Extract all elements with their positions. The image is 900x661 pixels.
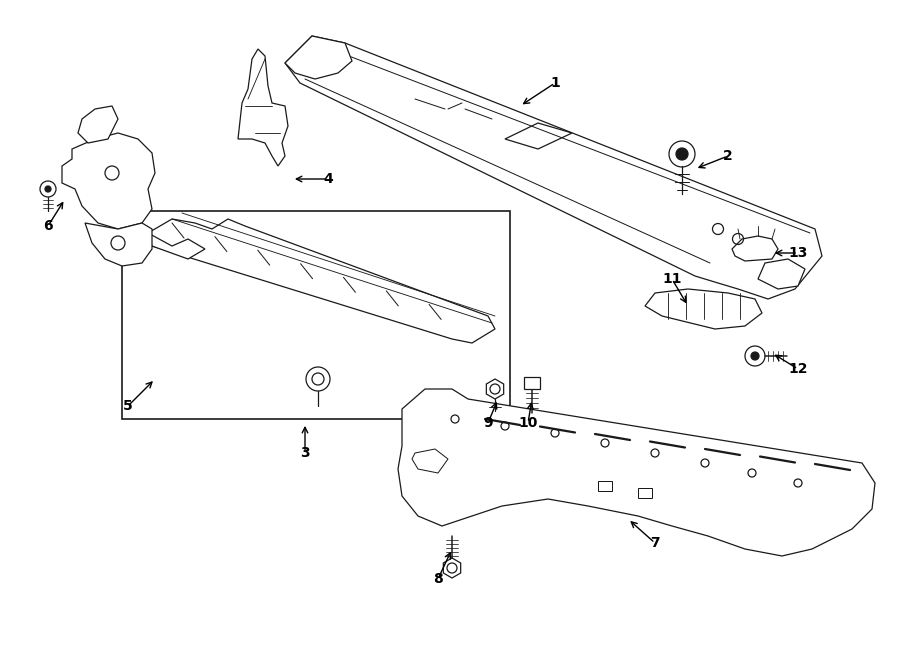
Circle shape [45, 186, 51, 192]
Polygon shape [78, 106, 118, 143]
Polygon shape [412, 449, 448, 473]
Polygon shape [732, 236, 778, 261]
Polygon shape [486, 379, 504, 399]
Polygon shape [285, 36, 822, 299]
Polygon shape [758, 259, 805, 289]
Bar [598, 481, 612, 491]
Bar [524, 377, 540, 389]
Text: 13: 13 [788, 246, 807, 260]
Polygon shape [62, 133, 155, 229]
Polygon shape [444, 558, 461, 578]
Text: 9: 9 [483, 416, 493, 430]
Text: 4: 4 [323, 172, 333, 186]
Bar [122, 211, 510, 419]
Polygon shape [645, 289, 762, 329]
Text: 5: 5 [123, 399, 133, 413]
Text: 1: 1 [550, 76, 560, 90]
Polygon shape [398, 389, 875, 556]
Polygon shape [148, 233, 205, 259]
Text: 2: 2 [723, 149, 733, 163]
Circle shape [751, 352, 759, 360]
Text: 8: 8 [433, 572, 443, 586]
Text: 10: 10 [518, 416, 537, 430]
Text: 3: 3 [301, 446, 310, 460]
Polygon shape [148, 219, 495, 343]
Polygon shape [85, 223, 152, 266]
Polygon shape [285, 36, 352, 79]
Polygon shape [238, 49, 288, 166]
Bar [638, 488, 652, 498]
Circle shape [676, 148, 688, 160]
Text: 7: 7 [650, 536, 660, 550]
Text: 6: 6 [43, 219, 53, 233]
Text: 11: 11 [662, 272, 682, 286]
Text: 12: 12 [788, 362, 808, 376]
